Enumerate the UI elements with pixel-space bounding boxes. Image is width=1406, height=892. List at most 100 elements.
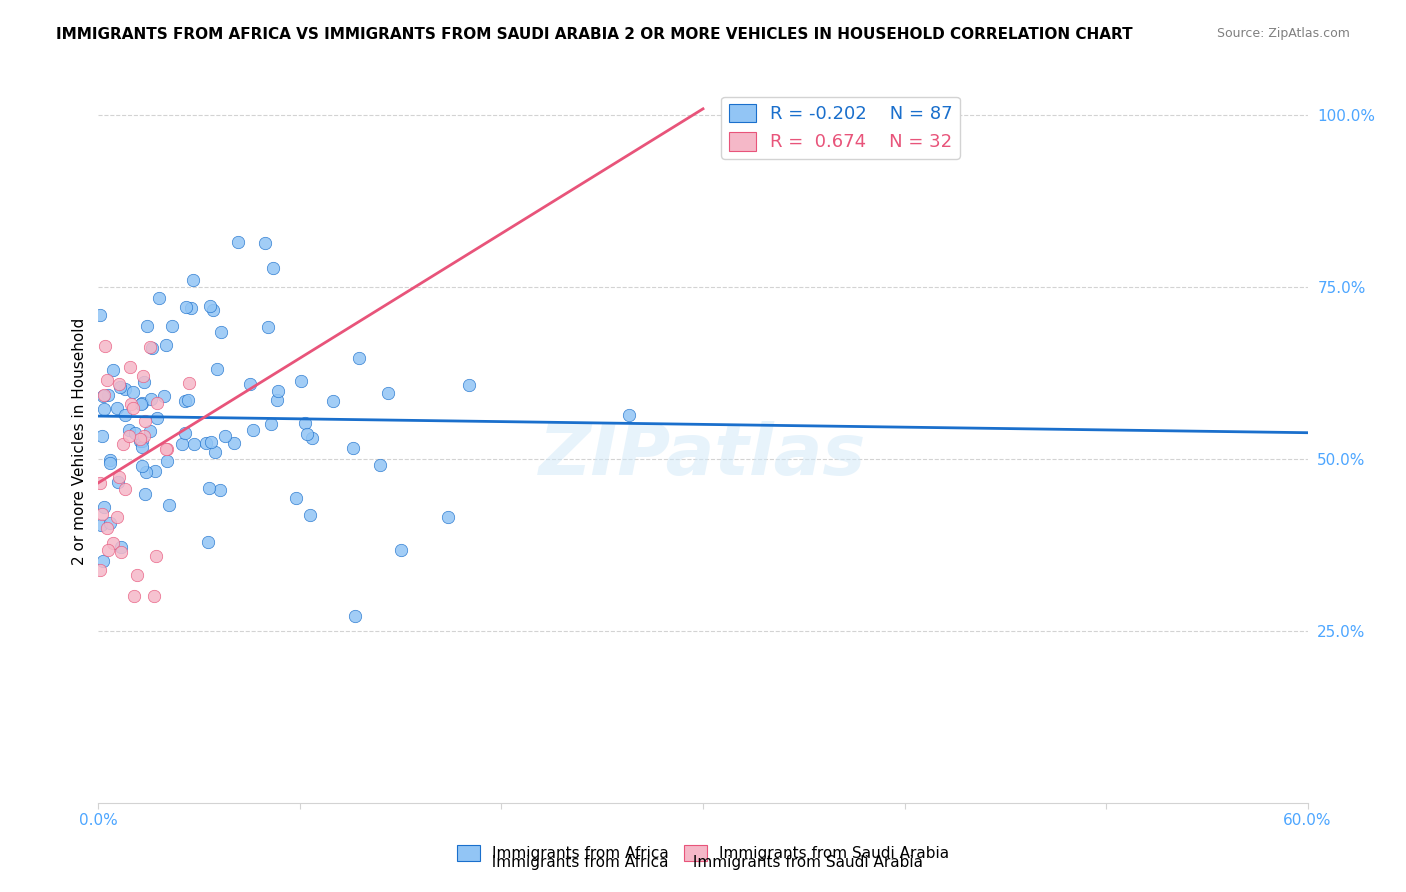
Point [108, 377, 131, 392]
Point [290, 374, 312, 388]
Point [146, 396, 169, 410]
Point [197, 535, 219, 549]
Point [257, 319, 280, 334]
Point [148, 291, 170, 305]
Point [200, 434, 222, 449]
Point [389, 543, 412, 558]
Point [110, 379, 132, 393]
Point [204, 444, 226, 458]
Point [298, 508, 321, 522]
Point [301, 431, 323, 445]
Point [143, 464, 166, 478]
Point [93, 388, 115, 402]
Point [266, 392, 288, 407]
Point [139, 392, 162, 406]
Point [160, 319, 183, 334]
Point [181, 273, 204, 287]
Point [156, 453, 179, 467]
Point [343, 609, 366, 624]
Point [91, 554, 114, 568]
Point [124, 426, 146, 441]
Point [619, 409, 641, 423]
Point [208, 483, 231, 497]
Point [138, 340, 160, 354]
Point [101, 536, 124, 550]
Point [174, 300, 197, 314]
Point [131, 440, 153, 454]
Point [183, 436, 205, 450]
Point [129, 432, 152, 446]
Point [155, 338, 177, 352]
Point [108, 470, 131, 484]
Point [117, 429, 139, 443]
Point [207, 362, 229, 376]
Point [139, 424, 162, 438]
Point [132, 369, 155, 384]
Point [226, 235, 249, 249]
Point [93, 402, 115, 417]
Point [107, 475, 129, 490]
Point [93, 500, 115, 514]
Point [98, 452, 121, 467]
Point [122, 590, 145, 604]
Point [110, 545, 132, 559]
Point [197, 481, 219, 495]
Point [134, 487, 156, 501]
Point [176, 392, 198, 407]
Point [120, 359, 142, 374]
Point [170, 437, 193, 451]
Point [131, 459, 153, 474]
Text: IMMIGRANTS FROM AFRICA VS IMMIGRANTS FROM SAUDI ARABIA 2 OR MORE VEHICLES IN HOU: IMMIGRANTS FROM AFRICA VS IMMIGRANTS FRO… [56, 27, 1133, 42]
Point [114, 408, 136, 422]
Point [214, 429, 236, 443]
Point [436, 510, 458, 524]
Point [198, 300, 221, 314]
Point [91, 507, 114, 521]
Point [342, 441, 364, 455]
Point [90, 429, 112, 443]
Point [112, 437, 135, 451]
Point [129, 434, 152, 448]
Point [239, 377, 262, 392]
Point [180, 301, 202, 315]
Point [110, 540, 132, 554]
Point [377, 385, 399, 400]
Point [135, 465, 157, 479]
Point [125, 567, 148, 582]
Point [322, 393, 344, 408]
Point [132, 429, 155, 443]
Point [295, 427, 318, 442]
Point [89, 563, 111, 577]
Point [242, 423, 264, 437]
Point [142, 590, 165, 604]
Point [347, 351, 370, 366]
Point [152, 389, 174, 403]
Point [94, 339, 117, 353]
Point [267, 384, 290, 398]
Text: Immigrants from Africa     Immigrants from Saudi Arabia: Immigrants from Africa Immigrants from S… [482, 855, 924, 870]
Point [96, 373, 118, 387]
Point [97, 543, 120, 558]
Y-axis label: 2 or more Vehicles in Household: 2 or more Vehicles in Household [72, 318, 87, 566]
Point [136, 319, 159, 334]
Point [368, 458, 391, 472]
Point [177, 376, 200, 390]
Point [89, 475, 111, 490]
Text: ZIPatlas: ZIPatlas [540, 422, 866, 491]
Point [195, 435, 218, 450]
Point [118, 423, 141, 437]
Point [174, 426, 197, 441]
Point [262, 260, 284, 275]
Point [129, 397, 152, 411]
Point [105, 401, 128, 415]
Point [98, 456, 121, 470]
Point [145, 549, 167, 563]
Point [294, 416, 316, 430]
Point [156, 442, 179, 457]
Point [209, 325, 232, 339]
Point [146, 410, 169, 425]
Point [101, 363, 124, 377]
Point [120, 397, 142, 411]
Point [90, 517, 112, 532]
Point [89, 308, 111, 322]
